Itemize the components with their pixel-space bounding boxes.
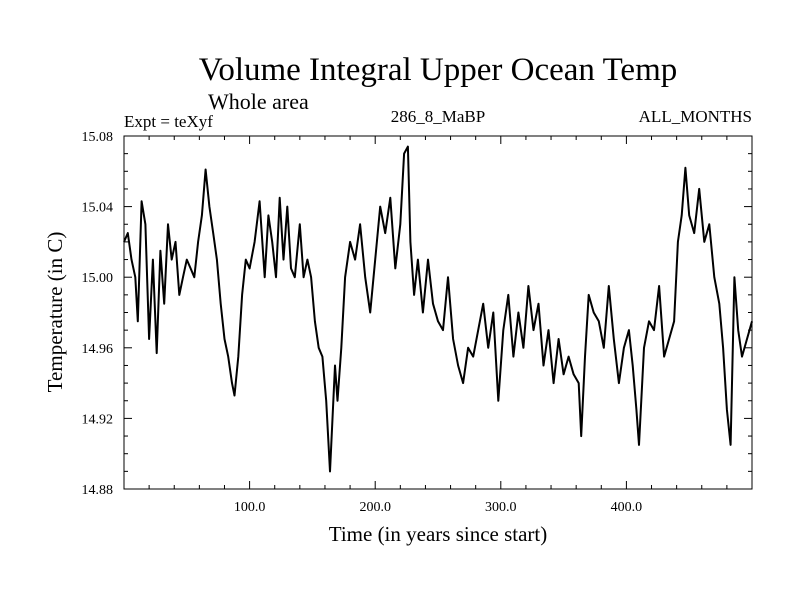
chart-subtitle: Whole area [208, 89, 309, 114]
x-axis-ticks: 100.0 200.0 300.0 400.0 [148, 136, 728, 515]
y-tick-label: 14.96 [82, 342, 114, 357]
x-tick-label: 200.0 [359, 500, 391, 515]
x-tick-label: 400.0 [611, 500, 643, 515]
plot-frame [123, 135, 753, 490]
months-label: ALL_MONTHS [639, 107, 752, 126]
y-axis-ticks: 14.88 14.92 14.96 15.00 15.04 15.08 [82, 130, 752, 498]
y-tick-label: 15.00 [82, 271, 114, 286]
temperature-series-line [123, 145, 753, 473]
chart-title: Volume Integral Upper Ocean Temp [199, 52, 677, 88]
y-tick-label: 14.88 [82, 483, 114, 498]
x-tick-label: 100.0 [234, 500, 266, 515]
experiment-label: Expt = teXyf [124, 112, 213, 131]
x-axis-label: Time (in years since start) [329, 522, 548, 546]
x-tick-label: 300.0 [485, 500, 517, 515]
y-tick-label: 15.04 [82, 201, 114, 216]
y-axis-label: Temperature (in C) [43, 232, 67, 393]
y-tick-label: 14.92 [82, 412, 114, 427]
experiment-period-label: 286_8_MaBP [391, 107, 485, 126]
y-tick-label: 15.08 [82, 130, 114, 145]
